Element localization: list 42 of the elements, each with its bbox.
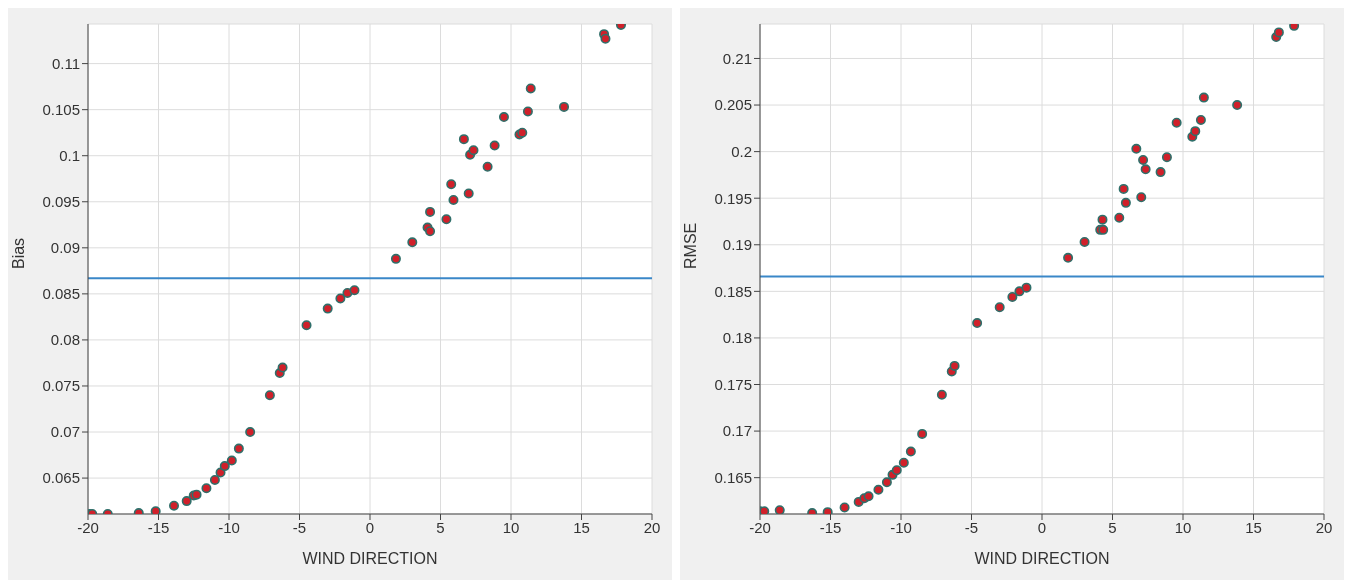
y-tick-label: 0.065: [42, 469, 80, 487]
y-tick-label: 0.095: [42, 193, 80, 211]
x-tick-label: 5: [436, 518, 445, 536]
x-tick-label: -10: [218, 518, 240, 536]
y-tick-label: 0.085: [42, 285, 80, 303]
x-tick-label: -20: [77, 518, 99, 536]
x-tick-label: -15: [819, 518, 842, 536]
y-tick-label: 0.175: [714, 375, 752, 393]
y-tick-label: 0.165: [714, 468, 752, 486]
x-axis-title: WIND DIRECTION: [302, 550, 438, 567]
x-tick-label: -5: [964, 518, 979, 536]
y-tick-label: 0.21: [722, 49, 752, 67]
x-tick-label: 15: [1245, 518, 1262, 536]
y-tick-label: 0.09: [50, 239, 80, 257]
y-tick-label: 0.195: [714, 189, 752, 207]
y-tick-label: 0.205: [714, 96, 752, 114]
x-tick-label: -15: [147, 518, 170, 536]
y-tick-label: 0.185: [714, 282, 752, 300]
x-tick-label: -5: [292, 518, 307, 536]
x-tick-label: 20: [1315, 518, 1333, 536]
y-tick-label: 0.17: [722, 422, 752, 440]
x-axis-title: WIND DIRECTION: [974, 550, 1110, 567]
y-axis-title: Bias: [9, 237, 27, 269]
y-tick-label: 0.07: [50, 423, 80, 441]
y-tick-label: 0.1: [59, 147, 80, 165]
x-tick-label: 15: [573, 518, 590, 536]
y-tick-label: 0.105: [42, 100, 80, 118]
x-tick-label: 10: [1174, 518, 1192, 536]
x-tick-label: 20: [643, 518, 661, 536]
y-tick-label: 0.18: [722, 329, 752, 347]
x-tick-label: 10: [502, 518, 520, 536]
x-tick-label: -10: [890, 518, 912, 536]
y-tick-label: 0.075: [42, 377, 80, 395]
y-axis-title: RMSE: [681, 222, 699, 269]
y-tick-label: 0.19: [722, 236, 752, 254]
x-tick-label: -20: [749, 518, 771, 536]
y-tick-label: 0.08: [50, 331, 80, 349]
x-tick-label: 5: [1108, 518, 1117, 536]
x-tick-label: 0: [1037, 518, 1047, 536]
y-tick-label: 0.11: [51, 54, 80, 72]
y-tick-label: 0.2: [731, 142, 752, 160]
x-tick-label: 0: [365, 518, 375, 536]
